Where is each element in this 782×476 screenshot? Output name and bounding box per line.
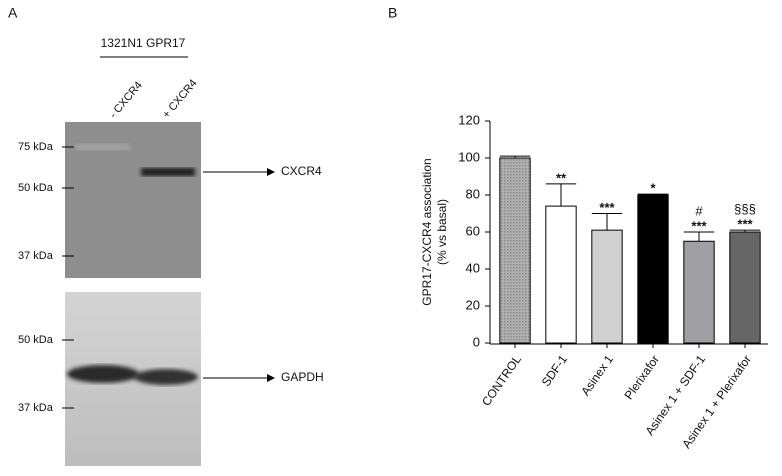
y-tick-label: 40 — [466, 260, 480, 275]
marker-label: 37 kDa — [18, 402, 54, 414]
band — [67, 365, 139, 383]
significance: *** — [691, 218, 707, 233]
marker-label: 37 kDa — [18, 250, 54, 262]
band-label: GAPDH — [281, 370, 324, 384]
cell-line: 1321N1 GPR17 — [101, 36, 186, 50]
x-tick-label: CONTROL — [479, 352, 524, 408]
significance: ** — [556, 170, 567, 185]
significance: *** — [737, 217, 753, 232]
x-tick-label: SDF-1 — [539, 352, 571, 389]
markers: 75 kDa 50 kDa 37 kDa 50 kDa 37 kDa — [18, 141, 74, 414]
bar — [591, 229, 623, 344]
y-tick-label: 60 — [466, 223, 480, 238]
lane-label: + CXCR4 — [160, 77, 199, 121]
significance: # — [695, 203, 703, 218]
marker-label: 75 kDa — [18, 141, 54, 153]
x-tick-label: Asinex 1 — [578, 352, 616, 398]
band — [134, 369, 198, 385]
significance: * — [650, 181, 656, 196]
y-tick-label: 20 — [466, 297, 480, 312]
marker-label: 50 kDa — [18, 334, 54, 346]
band-label: CXCR4 — [281, 164, 322, 178]
band — [75, 144, 130, 150]
y-axis-title: (% vs basal) — [435, 199, 449, 265]
y-tick-label: 80 — [466, 186, 480, 201]
marker-label: 50 kDa — [18, 182, 54, 194]
bar — [683, 240, 715, 344]
y-tick-label: 100 — [458, 149, 480, 164]
lane-label: - CXCR4 — [107, 79, 144, 120]
panel-label: A — [8, 5, 18, 21]
significance: *** — [599, 200, 615, 215]
bar — [545, 205, 577, 344]
bar — [637, 194, 669, 344]
panel-label: B — [388, 5, 397, 21]
y-tick-label: 120 — [458, 112, 480, 127]
y-tick-label: 0 — [473, 334, 480, 349]
bar — [499, 157, 531, 344]
bar — [729, 231, 761, 344]
significance: §§§ — [734, 202, 756, 217]
y-axis-title: GPR17-CXCR4 association — [420, 158, 434, 305]
x-tick-label: Plerixafor — [622, 353, 663, 403]
band — [141, 168, 195, 176]
